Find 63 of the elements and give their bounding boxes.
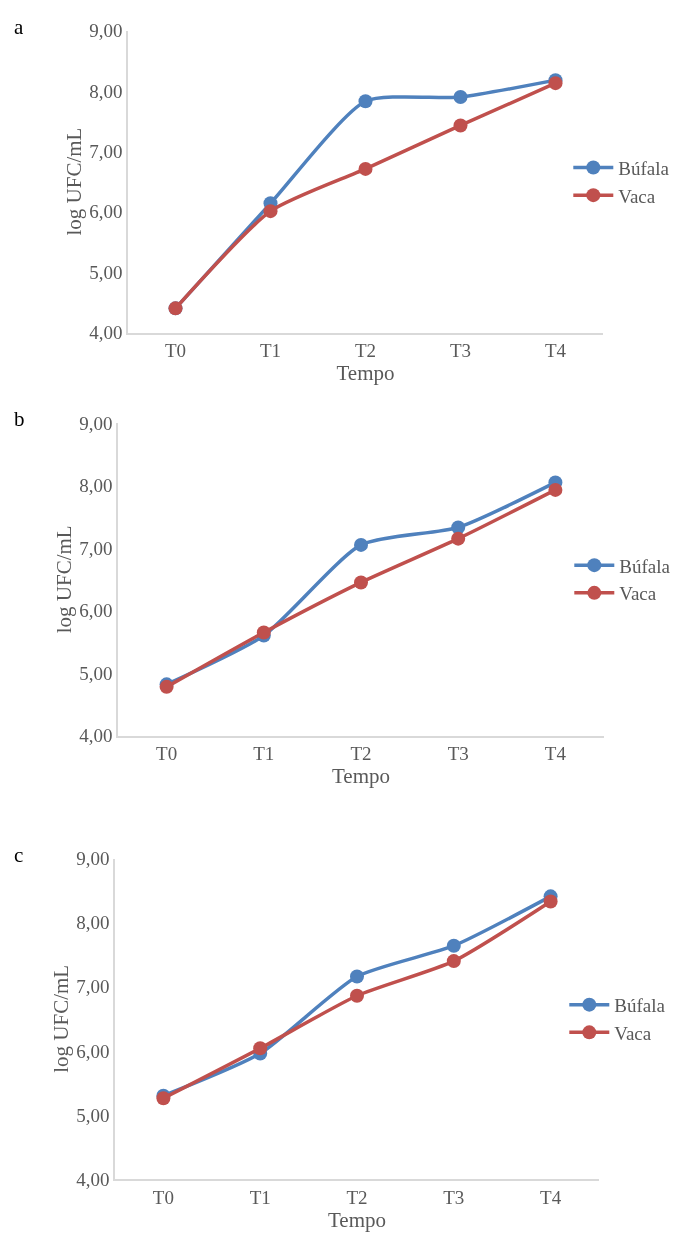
y-tick-label: 4,00 [76,1168,110,1190]
y-tick-label: 9,00 [79,412,113,434]
x-tick-label: T1 [249,1186,271,1208]
y-tick-label: 7,00 [76,976,110,998]
x-axis-title: Tempo [331,764,391,789]
x-tick-label: T1 [253,743,275,765]
y-tick-label: 6,00 [89,201,123,223]
y-tick-label: 5,00 [79,662,113,684]
y-tick-label: 6,00 [76,1040,110,1062]
point [354,537,368,552]
x-tick-label: T4 [544,340,567,362]
point [350,988,364,1003]
point [453,90,468,105]
x-tick-label: T3 [447,743,469,765]
legend-label: Vaca [618,185,656,207]
x-axis-title: Tempo [327,1207,387,1232]
x-tick-label: T2 [346,1186,368,1208]
y-tick-label: 9,00 [89,20,123,42]
y-tick-label: 4,00 [79,725,113,747]
point [543,894,558,909]
y-axis-title: log UFC/mL [61,127,86,236]
y-tick-label: 9,00 [76,848,110,870]
y-tick-label: 8,00 [76,912,110,934]
point [451,531,466,546]
legend-label: Búfala [619,555,671,577]
point [358,94,373,109]
x-tick-label: T0 [164,340,187,362]
x-tick-label: T0 [152,1186,174,1208]
chart-title: c [14,843,24,867]
x-tick-label: T4 [544,743,567,765]
y-tick-label: 6,00 [79,600,113,622]
point [350,969,364,984]
y-tick-label: 7,00 [79,537,113,559]
y-tick-label: 5,00 [89,261,123,283]
point [446,954,461,969]
point [354,575,368,590]
x-tick-label: T1 [259,340,282,362]
chart-title: b [14,407,25,431]
point [453,118,468,133]
chart-title: a [14,15,24,39]
legend-label: Búfala [614,995,666,1017]
x-tick-label: T2 [354,340,377,362]
y-tick-label: 5,00 [76,1104,110,1126]
y-tick-label: 8,00 [79,475,113,497]
point [253,1041,268,1056]
legend-label: Búfala [618,157,670,179]
legend-label: Vaca [614,1022,652,1044]
y-axis-title: log UFC/mL [48,964,73,1073]
point [358,161,373,176]
x-tick-label: T3 [443,1186,465,1208]
x-tick-label: T3 [449,340,472,362]
y-tick-label: 7,00 [89,141,123,163]
point [263,204,278,219]
x-axis-title: Tempo [336,361,395,386]
y-tick-label: 4,00 [89,322,123,344]
x-tick-label: T0 [156,743,178,765]
y-tick-label: 8,00 [89,80,123,102]
y-axis-title: log UFC/mL [51,525,76,634]
point [548,482,563,497]
point [446,938,461,953]
legend-label: Vaca [619,583,657,605]
x-tick-label: T2 [350,743,372,765]
x-tick-label: T4 [540,1186,562,1208]
